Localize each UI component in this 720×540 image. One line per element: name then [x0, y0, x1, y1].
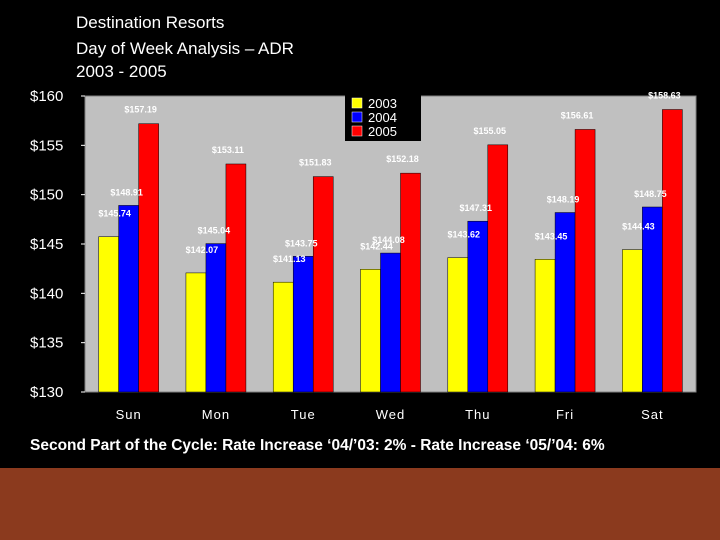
- x-tick-label-tue: Tue: [291, 407, 316, 422]
- bar-2005-sun: [138, 123, 159, 393]
- bars: [98, 109, 683, 393]
- bar-2003-wed: [360, 269, 381, 393]
- bar-2005-sat: [662, 109, 683, 393]
- footer-band: [0, 468, 720, 540]
- legend-label-2003: 2003: [368, 96, 397, 111]
- data-label-2004-fri: $148.19: [547, 195, 580, 205]
- data-label-2003-thu: $143.62: [448, 230, 481, 240]
- x-tick-label-mon: Mon: [202, 407, 230, 422]
- data-label-2004-sat: $148.75: [634, 189, 667, 199]
- bar-2003-sat: [622, 249, 643, 393]
- bar-2005-mon: [225, 163, 247, 393]
- bar-2004-sun: [118, 205, 139, 393]
- y-tick-label: $135: [30, 335, 63, 352]
- bar-2003-sun: [98, 236, 119, 393]
- x-axis: Sun Mon Tue Wed Thu Fri Sat: [116, 407, 664, 422]
- bar-2004-tue: [292, 256, 314, 393]
- x-tick-label-sun: Sun: [116, 407, 142, 422]
- slide-area: Destination Resorts Day of Week Analysis…: [30, 13, 697, 454]
- data-label-2005-sun: $157.19: [124, 105, 157, 115]
- data-label-2005-mon: $153.11: [212, 145, 244, 155]
- y-tick-label: $130: [30, 384, 63, 401]
- y-tick-label: $145: [30, 236, 63, 253]
- x-tick-label-sat: Sat: [641, 407, 664, 422]
- legend-swatch-2003: [351, 97, 363, 109]
- data-label-2005-tue: $151.83: [299, 158, 332, 168]
- bar-2004-thu: [467, 220, 489, 393]
- data-label-2004-sun: $148.91: [110, 187, 143, 197]
- bar-2003-thu: [447, 257, 469, 393]
- bar-2003-fri: [534, 259, 556, 393]
- y-tick-label: $140: [30, 285, 63, 302]
- data-label-2004-wed: $144.08: [372, 235, 405, 245]
- data-label-2004-tue: $143.75: [285, 238, 318, 248]
- chart-caption: Second Part of the Cycle: Rate Increase …: [30, 437, 605, 454]
- y-axis: $130 $135 $140 $145 $150 $155 $160: [30, 88, 85, 401]
- x-tick-label-fri: Fri: [556, 407, 574, 422]
- bar-2005-thu: [487, 144, 509, 393]
- data-label-2005-sat: $158.63: [648, 91, 681, 101]
- y-tick-label: $155: [30, 137, 63, 154]
- data-label-2003-tue: $141.13: [273, 254, 306, 264]
- data-label-2003-wed: $142.44: [360, 241, 393, 251]
- chart-title-line-2: Day of Week Analysis – ADR: [76, 39, 294, 58]
- bar-2005-fri: [574, 129, 596, 393]
- bar-2003-tue: [272, 281, 294, 393]
- bar-2005-wed: [400, 172, 421, 393]
- bar-2003-mon: [185, 272, 207, 393]
- data-label-2003-sun: $145.74: [98, 209, 131, 219]
- bar-2005-tue: [312, 176, 334, 393]
- data-label-2003-mon: $142.07: [186, 245, 219, 255]
- data-label-2005-wed: $152.18: [386, 154, 419, 164]
- y-tick-label: $150: [30, 187, 63, 204]
- data-label-2003-fri: $143.45: [535, 231, 568, 241]
- x-tick-label-thu: Thu: [465, 407, 490, 422]
- data-label-2003-sat: $144.43: [622, 222, 655, 232]
- data-label-2004-mon: $145.04: [198, 226, 231, 236]
- adr-bar-chart: $130 $135 $140 $145 $150 $155 $160 Sun Mon Tue We…: [30, 88, 697, 422]
- chart-title-line-3: 2003 - 2005: [76, 62, 167, 81]
- data-labels: $145.74 $148.91 $157.19 $142.07 $145.04 $153.…: [98, 91, 680, 265]
- legend-label-2004: 2004: [368, 110, 397, 125]
- data-label-2005-thu: $155.05: [474, 126, 507, 136]
- y-tick-label: $160: [30, 88, 63, 105]
- bar-2004-mon: [205, 243, 227, 393]
- data-label-2004-thu: $147.31: [460, 203, 493, 213]
- data-label-2005-fri: $156.61: [561, 110, 594, 120]
- legend-label-2005: 2005: [368, 124, 397, 139]
- chart-title-line-1: Destination Resorts: [76, 13, 225, 32]
- x-tick-label-wed: Wed: [376, 407, 406, 422]
- bar-2004-wed: [380, 252, 401, 393]
- legend-swatch-2005: [351, 125, 363, 137]
- legend-swatch-2004: [351, 111, 363, 123]
- bar-2004-sat: [642, 206, 663, 393]
